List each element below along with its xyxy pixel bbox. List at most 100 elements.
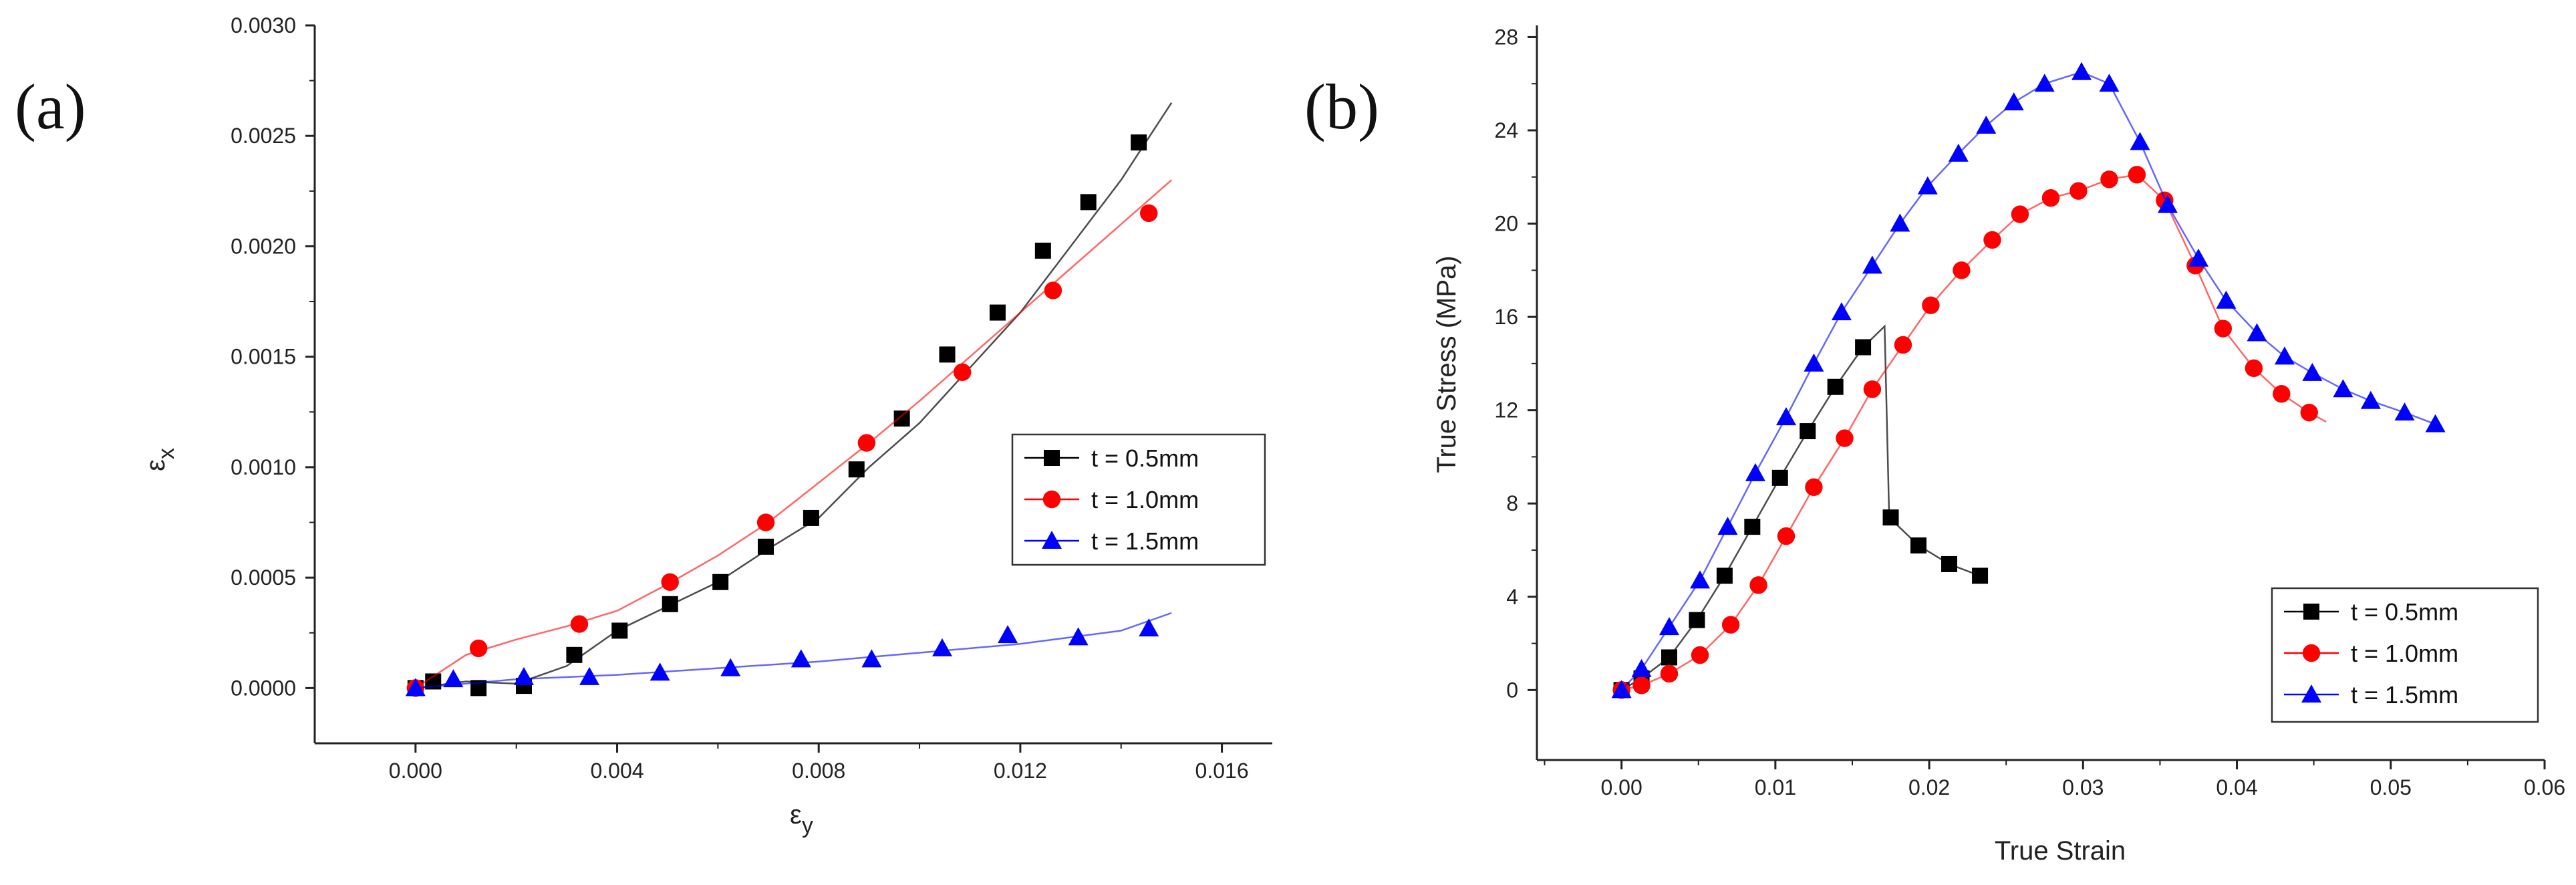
chart-a-y-tick-label: 0.0020 bbox=[231, 234, 296, 258]
chart-b-data-point bbox=[2302, 362, 2323, 381]
chart-a-data-point bbox=[469, 639, 488, 658]
chart-b-data-point bbox=[2011, 205, 2029, 223]
chart-a-axis-titles: εy εx bbox=[141, 448, 813, 838]
chart-b-data-point bbox=[2130, 132, 2150, 150]
chart-b-x-tick-label: 0.00 bbox=[1600, 775, 1642, 799]
chart-b-data-point bbox=[2247, 323, 2267, 342]
chart-b-series-line bbox=[1620, 324, 1981, 691]
chart-b-data-point bbox=[1775, 407, 1796, 426]
chart-a-data-point bbox=[848, 461, 865, 478]
chart-b-data-point bbox=[2300, 403, 2318, 422]
chart-b-legend-marker bbox=[2301, 684, 2321, 703]
chart-b-data-point bbox=[1632, 676, 1651, 694]
chart-b-data-point bbox=[2274, 346, 2295, 365]
chart-a-series-line bbox=[415, 102, 1173, 689]
panel-label-b: (b) bbox=[1304, 71, 1379, 142]
chart-b-data-point bbox=[1890, 213, 1910, 232]
chart-a-data-point bbox=[756, 513, 775, 531]
chart-b-y-tick-label: 16 bbox=[1494, 305, 1518, 329]
chart-b-series-line bbox=[1621, 173, 2327, 691]
chart-b-series-1 bbox=[1613, 324, 1989, 699]
chart-a-data-point bbox=[566, 646, 583, 663]
chart-b-data-point bbox=[1953, 261, 1971, 279]
chart-a-x-axis-title: εy bbox=[790, 800, 813, 838]
chart-a-legend-marker bbox=[1042, 531, 1062, 549]
chart-a-data-point bbox=[1131, 134, 1147, 151]
chart-a-data-point bbox=[720, 658, 741, 676]
chart-b-y-tick-label: 0 bbox=[1506, 678, 1518, 702]
chart-b-data-point bbox=[2333, 379, 2353, 398]
chart-b-data-point bbox=[2041, 188, 2060, 207]
chart-b-legend-label: t = 1.5mm bbox=[2351, 681, 2458, 709]
chart-b-data-point bbox=[2128, 166, 2146, 184]
chart-b-data-point bbox=[2188, 248, 2208, 267]
chart-a-y-tick-label: 0.0010 bbox=[231, 455, 296, 479]
chart-a-y-tick-label: 0.0000 bbox=[231, 676, 296, 700]
chart-a-data-point bbox=[791, 649, 811, 668]
chart-b-data-point bbox=[1721, 616, 1740, 634]
chart-b-data-point bbox=[1716, 567, 1733, 584]
chart-a-legend-marker bbox=[1044, 450, 1060, 466]
chart-a-y-tick-label: 0.0005 bbox=[231, 565, 296, 590]
chart-a-legend-label: t = 0.5mm bbox=[1091, 445, 1199, 472]
chart-b-data-point bbox=[2273, 385, 2291, 403]
chart-a-series-2 bbox=[406, 179, 1173, 697]
chart-b-data-point bbox=[2360, 390, 2381, 409]
chart-b-data-point bbox=[1749, 576, 1767, 594]
chart-b-data-point bbox=[1661, 649, 1677, 666]
chart-a-data-point bbox=[803, 509, 819, 526]
chart-a-data-point bbox=[989, 304, 1006, 321]
chart-b-data-point bbox=[1976, 116, 1997, 134]
chart-b-data-point bbox=[1948, 143, 1969, 162]
chart-b-y-tick-label: 4 bbox=[1506, 585, 1518, 609]
chart-b-data-point bbox=[1941, 555, 1958, 572]
chart-b-legend-marker bbox=[2302, 644, 2321, 662]
chart-b-data-point bbox=[1917, 176, 1938, 195]
chart-b-data-point bbox=[2071, 61, 2092, 80]
chart-a-data-point bbox=[513, 666, 534, 685]
chart-a-legend: t = 0.5mm t = 1.0mm t = 1.5mm bbox=[1011, 433, 1266, 566]
chart-b-x-tick-label: 0.04 bbox=[2216, 775, 2257, 799]
chart-b-legend-marker bbox=[2303, 604, 2319, 620]
chart-b-data-point bbox=[1894, 336, 1912, 354]
chart-a-series-3 bbox=[405, 612, 1172, 697]
chart-a-data-point bbox=[579, 666, 600, 685]
chart-b-data-point bbox=[1800, 423, 1816, 440]
chart-b-data-point bbox=[1689, 612, 1705, 628]
chart-b-legend-label: t = 1.0mm bbox=[2351, 640, 2458, 667]
chart-a-axes: 0.0000 0.0005 0.0010 0.0015 0.0020 0.0025 0.00… bbox=[231, 13, 1272, 783]
chart-a-data-point bbox=[443, 669, 464, 688]
chart-a-data-point bbox=[1139, 618, 1159, 637]
chart-b-data-point bbox=[2214, 320, 2233, 338]
chart-b-series bbox=[1611, 61, 2446, 699]
chart-b-data-point bbox=[2034, 74, 2055, 92]
chart-a-data-point bbox=[1044, 281, 1062, 299]
chart-a-x-tick-label: 0.012 bbox=[994, 759, 1047, 783]
chart-a-data-point bbox=[1080, 194, 1097, 211]
chart-b-data-point bbox=[1631, 658, 1652, 677]
chart-a-data-point bbox=[405, 678, 426, 697]
chart-a-x-tick-label: 0.008 bbox=[792, 759, 845, 783]
chart-b-y-axis-title: True Stress (MPa) bbox=[1432, 255, 1461, 473]
chart-a-data-point bbox=[953, 363, 972, 382]
chart-b-x-tick-label: 0.03 bbox=[2062, 775, 2104, 799]
chart-b-data-point bbox=[1983, 231, 2001, 249]
chart-b-data-point bbox=[1659, 617, 1679, 636]
chart-a-data-point bbox=[998, 625, 1018, 644]
chart-a-data-point bbox=[1140, 204, 1158, 223]
chart-b-data-point bbox=[1690, 570, 1711, 589]
chart-b-data-point bbox=[1910, 537, 1926, 554]
chart-b-y-tick-label: 12 bbox=[1494, 398, 1518, 422]
chart-b-data-point bbox=[1805, 478, 1823, 496]
chart-b-y-tick-label: 8 bbox=[1506, 491, 1518, 515]
chart-b-axes: 0 4 8 12 16 20 24 28 0.00 0.01 0.02 0.03 0.04 0.05 0.0… bbox=[1494, 25, 2565, 799]
chart-b-data-point bbox=[2069, 182, 2088, 200]
chart-b-x-tick-label: 0.05 bbox=[2370, 775, 2412, 799]
chart-b-data-point bbox=[1744, 519, 1761, 535]
chart-b-data-point bbox=[2216, 290, 2237, 309]
chart-b-y-tick-label: 24 bbox=[1494, 118, 1518, 142]
chart-b-y-tick-label: 20 bbox=[1494, 212, 1518, 236]
chart-b-data-point bbox=[1831, 302, 1852, 321]
chart-a-x-tick-label: 0.000 bbox=[389, 759, 442, 783]
